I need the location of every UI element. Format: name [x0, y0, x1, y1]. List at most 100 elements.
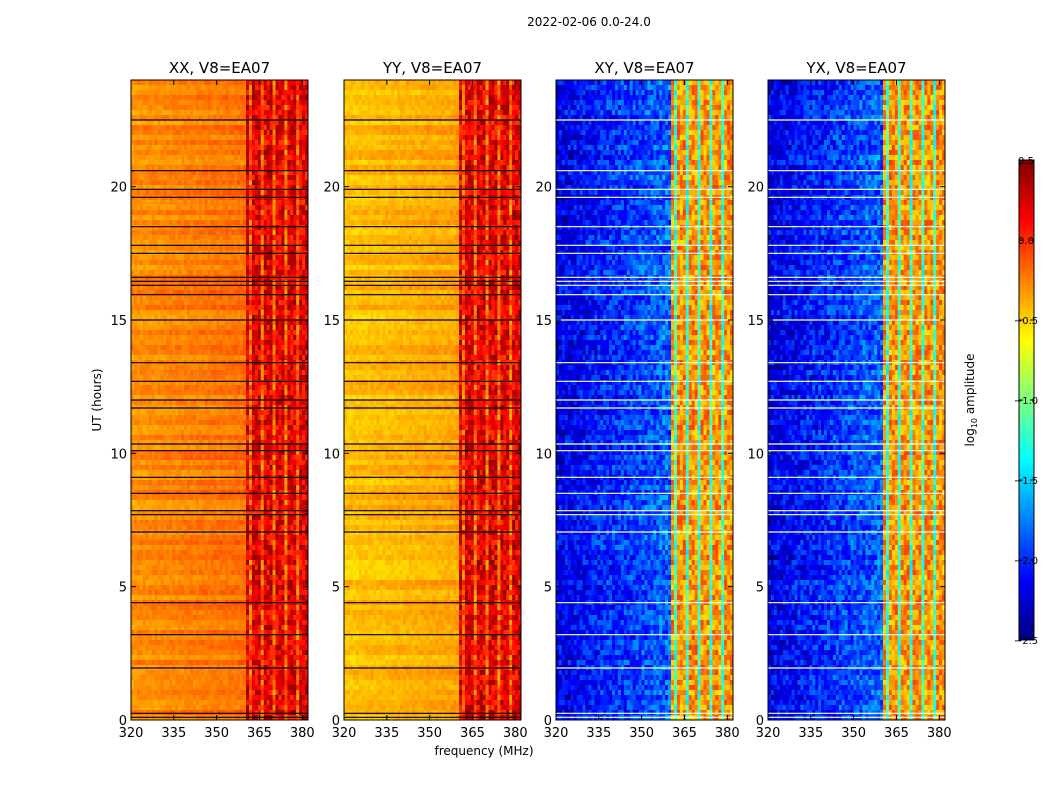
heatmap-cell	[178, 455, 182, 461]
heatmap-cell	[302, 460, 306, 466]
heatmap-cell	[201, 450, 206, 456]
heatmap-cell	[260, 435, 265, 441]
heatmap-cell	[305, 80, 309, 86]
heatmap-cell	[175, 135, 179, 141]
heatmap-cell	[166, 380, 170, 386]
heatmap-cell	[157, 135, 161, 141]
heatmap-cell	[175, 190, 179, 196]
heatmap-cell	[151, 260, 155, 266]
heatmap-cell	[287, 145, 291, 151]
heatmap-cell	[204, 390, 209, 396]
heatmap-cell	[237, 125, 241, 131]
heatmap-cell	[210, 280, 214, 286]
heatmap-cell	[284, 430, 288, 436]
heatmap-cell	[272, 165, 276, 171]
heatmap-cell	[198, 365, 203, 371]
heatmap-cell	[190, 145, 194, 151]
heatmap-cell	[187, 255, 191, 261]
heatmap-cell	[201, 430, 206, 436]
heatmap-cell	[219, 130, 223, 136]
heatmap-cell	[142, 235, 147, 241]
heatmap-cell	[192, 145, 197, 151]
heatmap-cell	[157, 345, 161, 351]
heatmap-cell	[225, 130, 229, 136]
heatmap-cell	[281, 390, 285, 396]
heatmap-cell	[246, 480, 250, 486]
heatmap-cell	[278, 315, 282, 321]
heatmap-cell	[210, 150, 214, 156]
heatmap-cell	[190, 270, 194, 276]
heatmap-cell	[222, 445, 226, 451]
heatmap-cell	[287, 175, 291, 181]
heatmap-cell	[201, 185, 206, 191]
heatmap-cell	[237, 370, 241, 376]
heatmap-cell	[187, 305, 191, 311]
heatmap-cell	[172, 150, 176, 156]
heatmap-cell	[151, 385, 155, 391]
heatmap-cell	[251, 295, 256, 301]
heatmap-cell	[225, 145, 229, 151]
heatmap-cell	[172, 305, 176, 311]
heatmap-cell	[172, 455, 176, 461]
heatmap-cell	[184, 380, 188, 386]
heatmap-cell	[240, 400, 244, 406]
heatmap-cell	[219, 235, 223, 241]
heatmap-cell	[169, 205, 173, 211]
heatmap-cell	[254, 310, 259, 316]
heatmap-cell	[251, 325, 256, 331]
heatmap-cell	[187, 365, 191, 371]
heatmap-cell	[290, 450, 294, 456]
heatmap-cell	[131, 165, 135, 171]
heatmap-cell	[184, 485, 188, 491]
heatmap-cell	[195, 310, 200, 316]
heatmap-cell	[269, 175, 273, 181]
heatmap-cell	[293, 355, 297, 361]
heatmap-cell	[201, 410, 206, 416]
heatmap-cell	[184, 270, 188, 276]
heatmap-cell	[284, 200, 288, 206]
heatmap-cell	[131, 420, 135, 426]
heatmap-cell	[263, 390, 268, 396]
heatmap-cell	[160, 330, 164, 336]
heatmap-cell	[272, 150, 276, 156]
heatmap-cell	[201, 395, 206, 401]
heatmap-cell	[187, 340, 191, 346]
heatmap-cell	[172, 160, 176, 166]
heatmap-cell	[184, 400, 188, 406]
heatmap-cell	[172, 410, 176, 416]
heatmap-cell	[139, 175, 144, 181]
heatmap-cell	[237, 175, 241, 181]
heatmap-cell	[254, 365, 259, 371]
heatmap-cell	[192, 205, 197, 211]
heatmap-cell	[148, 260, 153, 266]
heatmap-cell	[198, 190, 203, 196]
heatmap-cell	[254, 305, 259, 311]
heatmap-cell	[293, 90, 297, 96]
heatmap-cell	[204, 150, 209, 156]
heatmap-cell	[287, 170, 291, 176]
heatmap-cell	[133, 145, 138, 151]
heatmap-cell	[219, 265, 223, 271]
heatmap-cell	[225, 330, 229, 336]
heatmap-cell	[231, 245, 235, 251]
heatmap-cell	[178, 415, 182, 421]
heatmap-cell	[172, 295, 176, 301]
heatmap-cell	[275, 365, 279, 371]
heatmap-cell	[187, 260, 191, 266]
heatmap-cell	[154, 445, 158, 451]
heatmap-cell	[213, 350, 217, 356]
heatmap-cell	[222, 375, 226, 381]
heatmap-cell	[157, 455, 161, 461]
heatmap-cell	[151, 185, 155, 191]
heatmap-cell	[257, 170, 262, 176]
heatmap-cell	[240, 115, 244, 121]
heatmap-cell	[251, 345, 256, 351]
heatmap-cell	[190, 390, 194, 396]
heatmap-cell	[160, 95, 164, 101]
heatmap-cell	[299, 150, 303, 156]
heatmap-cell	[246, 430, 250, 436]
heatmap-cell	[207, 220, 212, 226]
heatmap-cell	[178, 485, 182, 491]
heatmap-cell	[287, 435, 291, 441]
heatmap-cell	[237, 130, 241, 136]
